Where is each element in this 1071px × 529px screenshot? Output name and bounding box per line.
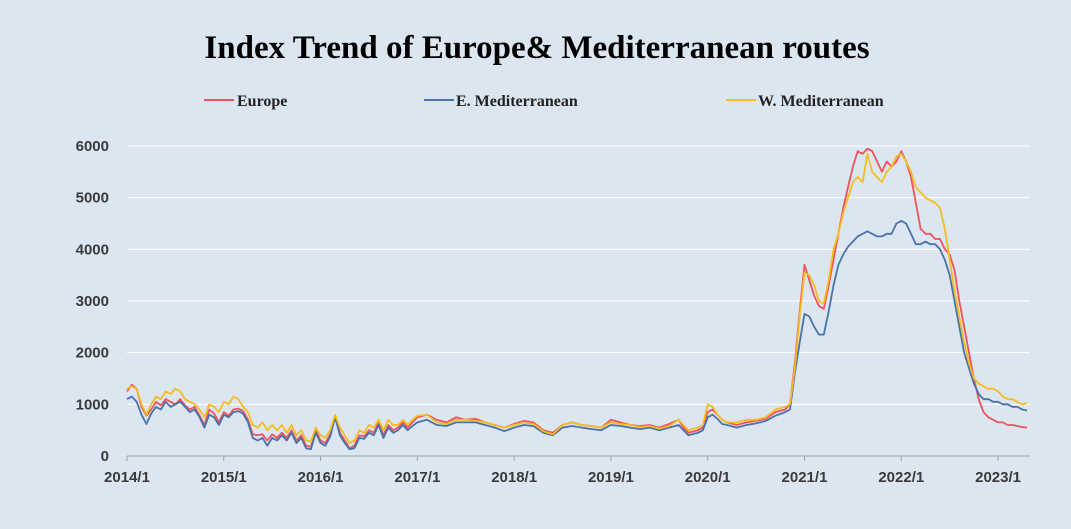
legend-label-e-mediterranean: E. Mediterranean	[456, 93, 578, 110]
x-tick-label: 2014/1	[104, 469, 150, 486]
x-axis-ticks: 2014/1 2015/1 2016/1 2017/1 2018/1 2019/1 2020…	[104, 456, 1021, 486]
x-tick-label: 2015/1	[201, 469, 247, 486]
x-tick-label: 2016/1	[298, 469, 344, 486]
y-tick-label: 2000	[76, 345, 109, 362]
series-line-europe	[126, 147, 1028, 450]
legend: Europe E. Mediterranean W. Mediterranean	[204, 93, 884, 110]
y-tick-label: 1000	[76, 396, 109, 413]
legend-item-e-mediterranean: E. Mediterranean	[424, 93, 578, 110]
gridlines	[127, 145, 1030, 405]
x-tick-label: 2022/1	[878, 469, 924, 486]
y-tick-label: 3000	[76, 293, 109, 310]
series-lines	[126, 147, 1028, 451]
series-line-e-mediterranean	[126, 220, 1028, 451]
y-tick-label: 5000	[76, 190, 109, 207]
x-tick-label: 2021/1	[782, 469, 828, 486]
x-tick-label: 2018/1	[491, 469, 537, 486]
y-tick-label: 6000	[76, 138, 109, 155]
legend-label-europe: Europe	[237, 93, 287, 110]
x-tick-label: 2020/1	[685, 469, 731, 486]
x-tick-label: 2017/1	[394, 469, 440, 486]
y-tick-label: 4000	[76, 241, 109, 258]
y-axis-ticks: 0 1000 2000 3000 4000 5000 6000	[76, 138, 109, 465]
y-tick-label: 0	[101, 448, 109, 465]
chart-title: Index Trend of Europe& Mediterranean rou…	[204, 30, 869, 66]
legend-label-w-mediterranean: W. Mediterranean	[758, 93, 884, 110]
series-line-w-mediterranean	[126, 152, 1028, 444]
legend-item-europe: Europe	[204, 93, 287, 110]
legend-item-w-mediterranean: W. Mediterranean	[726, 93, 884, 110]
x-tick-label: 2023/1	[975, 469, 1021, 486]
x-tick-label: 2019/1	[588, 469, 634, 486]
